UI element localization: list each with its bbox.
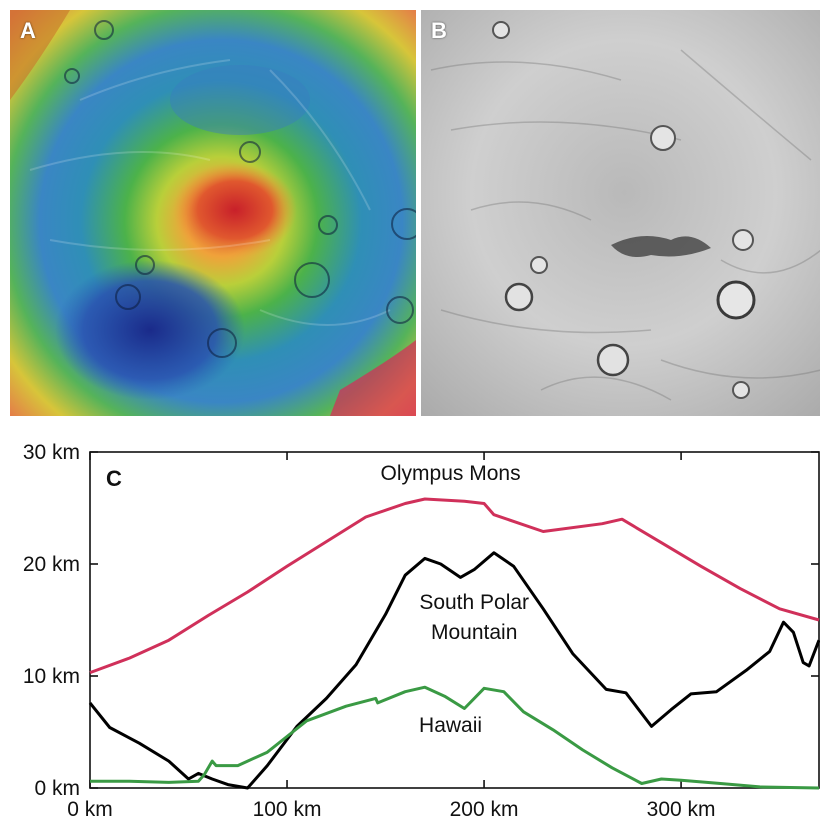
series-label-south-polar-mountain: South Polar Mountain [419, 591, 529, 644]
series-label-hawaii: Hawaii [419, 714, 482, 737]
panel-label-b: B [431, 18, 447, 43]
panel-label-c: C [106, 466, 122, 491]
topographic-map-panel: A [10, 10, 416, 416]
series-line-south-polar-mountain [88, 551, 820, 790]
chart-series-lines [88, 497, 820, 790]
y-tick-label: 0 km [34, 777, 80, 800]
series-label-olympus-mons: Olympus Mons [381, 462, 521, 485]
grayscale-surface-image [421, 10, 820, 416]
elevation-profile-chart: 0 km 10 km 20 km 30 km 0 km 100 km 200 km 300 k… [0, 430, 820, 824]
y-tick-label: 20 km [23, 553, 80, 576]
panel-label-a: A [20, 18, 36, 43]
series-line-hawaii [90, 685, 820, 790]
y-tick-label: 10 km [23, 665, 80, 688]
x-tick-label: 200 km [450, 798, 519, 821]
grayscale-image-panel: B [421, 10, 820, 416]
chart-svg: 0 km 10 km 20 km 30 km 0 km 100 km 200 km 300 k… [23, 441, 820, 821]
x-tick-label: 300 km [647, 798, 716, 821]
topographic-map-image [10, 10, 416, 416]
chart-axes: 0 km 10 km 20 km 30 km 0 km 100 km 200 km 300 k… [23, 441, 820, 821]
chart-series-labels: Olympus Mons South Polar Mountain Hawaii [381, 462, 530, 737]
series-line-olympus-mons [89, 497, 820, 675]
x-tick-label: 100 km [253, 798, 322, 821]
x-tick-label: 0 km [67, 798, 113, 821]
y-tick-label: 30 km [23, 441, 80, 464]
